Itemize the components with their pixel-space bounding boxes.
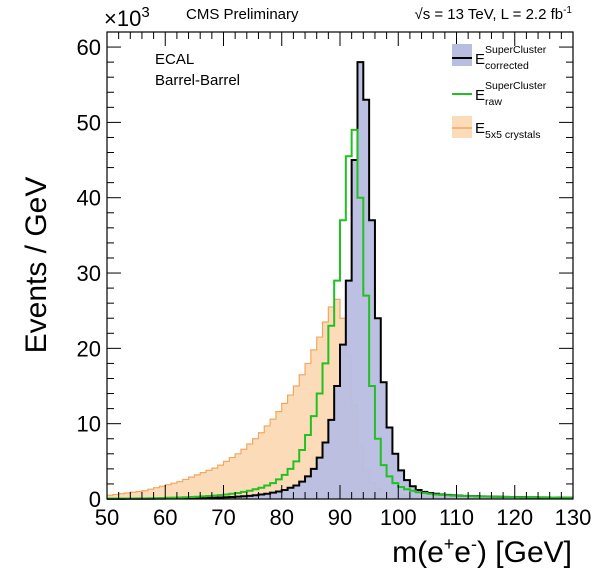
legend-corrected-main: E bbox=[475, 51, 485, 68]
annotation-line-2: Barrel-Barrel bbox=[155, 72, 240, 89]
y-tick-label: 20 bbox=[77, 336, 101, 361]
x-tick-label: 90 bbox=[328, 505, 352, 530]
x-axis-title-post: ) [GeV] bbox=[477, 536, 572, 569]
legend-corrected-sub: corrected bbox=[485, 60, 529, 72]
legend: Ecorrected SuperCluster Eraw SuperCluste… bbox=[452, 44, 547, 141]
y-tick-label: 40 bbox=[77, 186, 101, 211]
legend-e5x5-sub: 5x5 crystals bbox=[485, 129, 540, 141]
legend-swatch-corrected bbox=[452, 44, 472, 66]
legend-raw-sup: SuperCluster bbox=[485, 80, 547, 92]
x-tick-label: 110 bbox=[439, 505, 474, 530]
header-right-sup: -1 bbox=[563, 5, 572, 16]
header-right-sqrt: √s bbox=[414, 6, 430, 23]
annotation-line-1: ECAL bbox=[155, 51, 194, 68]
x-axis-title: m(e+e-) [GeV] bbox=[392, 534, 572, 569]
header-right: √s = 13 TeV, L = 2.2 fb-1 bbox=[414, 5, 572, 23]
y-multiplier-exp: 3 bbox=[141, 4, 149, 21]
legend-raw-sub: raw bbox=[485, 96, 502, 108]
legend-swatch-e5x5 bbox=[452, 116, 472, 138]
plot-area bbox=[107, 62, 573, 499]
y-multiplier: ×103 bbox=[104, 4, 150, 31]
x-tick-label: 120 bbox=[496, 505, 533, 530]
y-axis-title: Events / GeV bbox=[20, 177, 53, 354]
y-tick-label: 50 bbox=[77, 110, 101, 135]
legend-corrected-sup: SuperCluster bbox=[485, 44, 547, 56]
y-tick-label: 0 bbox=[89, 487, 101, 512]
y-tick-label: 30 bbox=[77, 261, 101, 286]
x-tick-label: 130 bbox=[555, 505, 592, 530]
legend-label-e5x5: E5x5 crystals bbox=[475, 120, 540, 141]
y-tick-label: 10 bbox=[77, 412, 101, 437]
y-multiplier-base: ×10 bbox=[104, 6, 141, 31]
x-tick-label: 60 bbox=[153, 505, 177, 530]
x-axis-title-mid: e bbox=[454, 536, 471, 569]
x-axis-title-pre: m(e bbox=[392, 536, 444, 569]
legend-raw-main: E bbox=[475, 87, 485, 104]
x-tick-label: 70 bbox=[211, 505, 235, 530]
x-tick-label: 80 bbox=[270, 505, 294, 530]
header-left: CMS Preliminary bbox=[186, 6, 299, 23]
x-tick-label: 100 bbox=[380, 505, 417, 530]
x-axis-title-sup1: + bbox=[444, 534, 455, 554]
header-right-main: = 13 TeV, L = 2.2 fb bbox=[430, 6, 563, 23]
y-tick-label: 60 bbox=[77, 35, 101, 60]
legend-e5x5-main: E bbox=[475, 120, 485, 137]
